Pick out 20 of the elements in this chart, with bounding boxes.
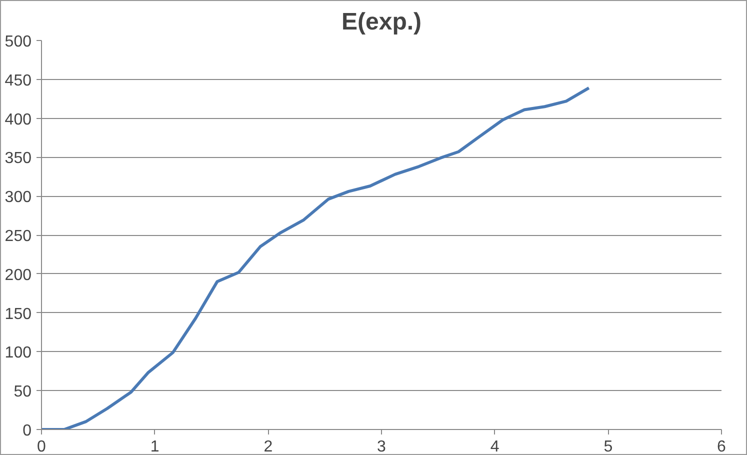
y-tick-label: 200 [4,266,32,284]
y-tick-label: 400 [4,111,32,128]
chart-title: E(exp.) [341,8,422,36]
x-tick-label: 3 [377,438,386,455]
x-tick-label: 0 [37,438,46,455]
y-tick-label: 100 [4,344,32,362]
x-tick-label: 4 [490,438,500,455]
y-tick-label: 50 [14,384,32,401]
x-tick-label: 1 [150,438,160,455]
line-series [42,86,590,430]
y-tick-label: 300 [4,189,32,206]
x-tick-label: 2 [264,438,273,455]
y-tick-label: 450 [4,72,32,90]
x-tick-label: 6 [717,438,726,455]
y-tick-label: 150 [4,306,32,323]
y-tick-label: 500 [4,34,32,50]
y-tick-label: 350 [4,150,32,168]
x-tick-label: 5 [604,438,613,455]
y-tick-label: 250 [4,228,32,245]
y-tick-label: 0 [22,422,32,440]
